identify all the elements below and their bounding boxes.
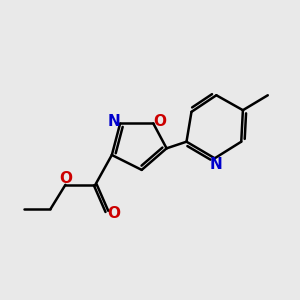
Text: N: N [210,157,223,172]
Text: O: O [59,171,72,186]
Text: N: N [108,114,121,129]
Text: O: O [107,206,120,220]
Text: O: O [153,114,166,129]
